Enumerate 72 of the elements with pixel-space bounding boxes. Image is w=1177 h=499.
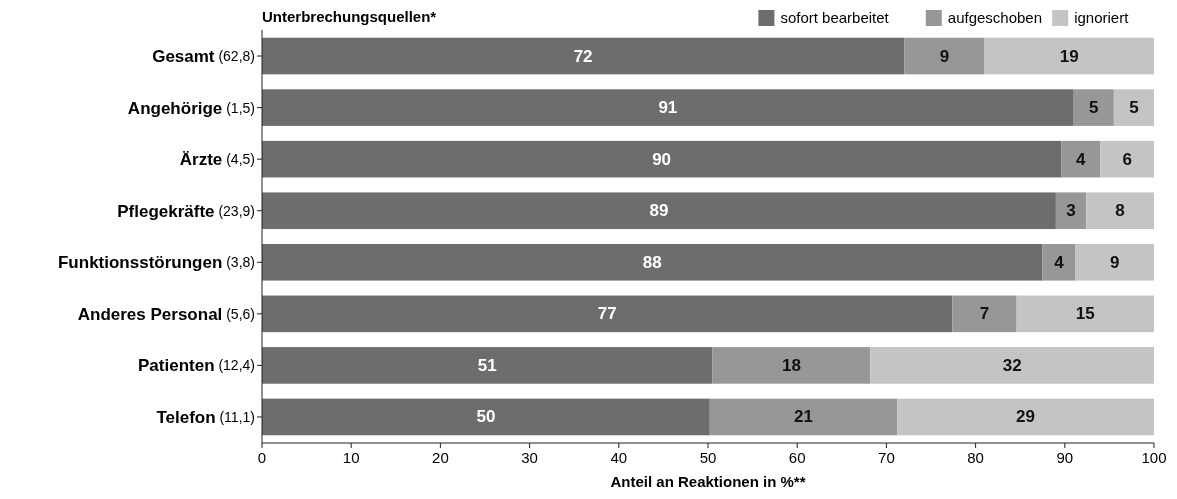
bar	[262, 243, 1043, 281]
legend-label: sofort bearbeitet	[780, 9, 890, 26]
bar	[262, 140, 1062, 178]
data-label: 89	[649, 201, 669, 221]
data-label: 88	[642, 252, 662, 272]
data-label: 5	[1089, 98, 1099, 118]
bar	[984, 37, 1154, 75]
y-tick-label: Gesamt (62,8)	[152, 46, 255, 66]
bar	[1073, 89, 1114, 126]
x-tick-label: 100	[1141, 449, 1167, 466]
data-label: 9	[939, 46, 950, 66]
x-tick-label: 50	[699, 449, 717, 466]
bar	[1113, 89, 1154, 126]
data-label: 5	[1129, 98, 1139, 118]
data-label: 6	[1122, 149, 1132, 169]
x-tick-label: 30	[521, 449, 538, 466]
bar	[897, 398, 1154, 436]
y-tick-label: Telefon (11,1)	[156, 407, 255, 427]
x-tick-label: 40	[610, 449, 628, 466]
data-label: 50	[476, 407, 496, 427]
chart-title: Unterbrechungsquellen*	[262, 8, 437, 25]
data-label: 9	[1110, 252, 1120, 272]
data-label: 4	[1076, 149, 1087, 169]
y-tick-label: Anderes Personal (5,6)	[77, 304, 255, 324]
y-tick-label: Angehörige (1,5)	[127, 98, 255, 118]
bar	[262, 192, 1056, 230]
x-tick-label: 70	[878, 449, 895, 466]
bar	[262, 37, 905, 75]
x-tick-label: 10	[342, 449, 360, 466]
bar	[870, 347, 1154, 384]
data-label: 15	[1075, 304, 1095, 324]
bar	[262, 347, 713, 384]
bar	[1075, 243, 1154, 281]
data-label: 3	[1066, 201, 1076, 221]
bar	[709, 398, 898, 436]
data-label: 72	[573, 46, 593, 66]
data-label: 77	[597, 304, 617, 324]
x-tick-label: 80	[967, 449, 984, 466]
legend-label: ignoriert	[1074, 9, 1130, 26]
y-tick-label: Pflegekräfte (23,9)	[117, 201, 255, 221]
x-tick-label: 60	[788, 449, 806, 466]
x-axis-title: Anteil an Reaktionen in %**	[610, 473, 806, 490]
data-label: 19	[1059, 46, 1079, 66]
y-tick-label: Ärzte (4,5)	[179, 149, 255, 169]
data-label: 4	[1054, 252, 1065, 272]
data-label: 29	[1016, 407, 1036, 427]
bar	[262, 398, 710, 436]
bar	[262, 89, 1074, 126]
bar	[904, 37, 985, 75]
x-tick-label: 20	[432, 449, 449, 466]
data-label: 91	[658, 98, 678, 118]
data-label: 32	[1002, 355, 1022, 375]
data-label: 51	[477, 355, 497, 375]
y-tick-label: Patienten (12,4)	[138, 355, 255, 375]
bar	[1042, 243, 1076, 281]
bar	[1100, 140, 1154, 178]
bar	[1086, 192, 1154, 230]
bar	[952, 295, 1017, 333]
data-label: 18	[781, 355, 801, 375]
bar	[1055, 192, 1087, 230]
bar	[712, 347, 871, 384]
x-tick-label: 0	[257, 449, 267, 466]
bar	[262, 295, 953, 333]
data-label: 7	[979, 304, 990, 324]
bar	[1061, 140, 1101, 178]
legend-label: aufgeschoben	[947, 9, 1043, 26]
data-label: 8	[1115, 201, 1125, 221]
y-tick-label: Funktionsstörungen (3,8)	[57, 252, 255, 272]
data-label: 90	[652, 149, 672, 169]
x-tick-label: 90	[1056, 449, 1074, 466]
bar	[1016, 295, 1154, 333]
data-label: 21	[793, 407, 813, 427]
